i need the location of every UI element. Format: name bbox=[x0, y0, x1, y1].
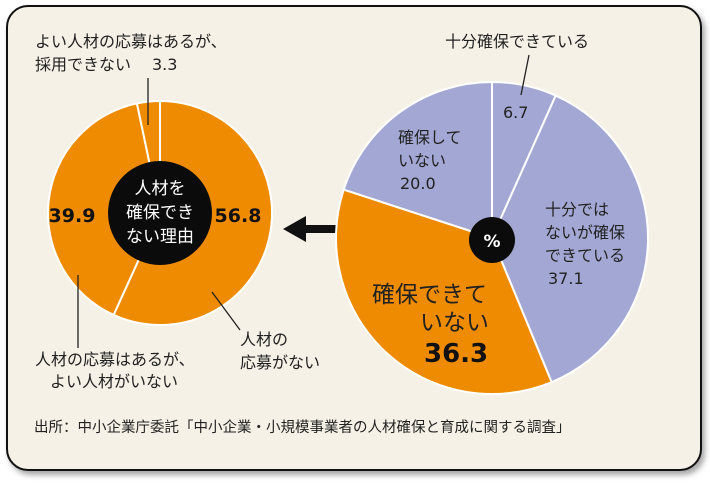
data-label-56-8: 56.8 bbox=[215, 205, 262, 227]
left-donut-hole bbox=[108, 161, 212, 265]
pie-slice-1 bbox=[47, 102, 162, 317]
right-pie-center bbox=[469, 217, 515, 263]
source-note: 出所：中小企業庁委託「中小企業・小規模事業者の人材確保と育成に関する調査」 bbox=[34, 418, 571, 436]
data-label-20-0: 20.0 bbox=[400, 174, 436, 193]
slice-label: 人材の応募はあるが、 bbox=[35, 350, 195, 369]
slice-label: 十分では bbox=[545, 200, 609, 219]
center-label-line: 人材を bbox=[135, 179, 186, 199]
center-label-line: ない理由 bbox=[126, 227, 194, 247]
slice-label: 確保して bbox=[398, 128, 462, 147]
data-label-36-3: 36.3 bbox=[424, 339, 488, 369]
data-label-6-7: 6.7 bbox=[503, 103, 528, 122]
slice-label: 人材の bbox=[240, 330, 288, 349]
slice-label: 応募がない bbox=[240, 353, 320, 372]
data-label-3-3: 3.3 bbox=[152, 55, 177, 74]
pie-slice-1 bbox=[490, 94, 649, 384]
right-pie bbox=[335, 80, 649, 395]
slice-label: よい人材の応募はあるが、 bbox=[35, 32, 227, 51]
data-label-39-9: 39.9 bbox=[49, 205, 96, 227]
slice-label: ないが確保 bbox=[545, 223, 625, 242]
leader-line bbox=[211, 291, 241, 331]
slice-label: 採用できない bbox=[35, 55, 131, 74]
center-label-line: 確保でき bbox=[126, 203, 194, 223]
slice-label: 十分確保できている bbox=[445, 32, 589, 51]
leader-line bbox=[520, 54, 530, 96]
arrow-icon bbox=[283, 216, 350, 242]
slice-label: できている bbox=[545, 246, 625, 265]
data-label-37-1: 37.1 bbox=[548, 269, 584, 288]
pie-slice-2 bbox=[335, 188, 553, 395]
slice-label: よい人材がいない bbox=[50, 372, 178, 391]
slice-label: いない bbox=[398, 151, 446, 170]
slice-label: いない bbox=[420, 310, 489, 336]
unit-label: % bbox=[483, 232, 500, 252]
pie-slice-3 bbox=[342, 80, 493, 240]
slice-label: 確保できて bbox=[372, 282, 487, 308]
